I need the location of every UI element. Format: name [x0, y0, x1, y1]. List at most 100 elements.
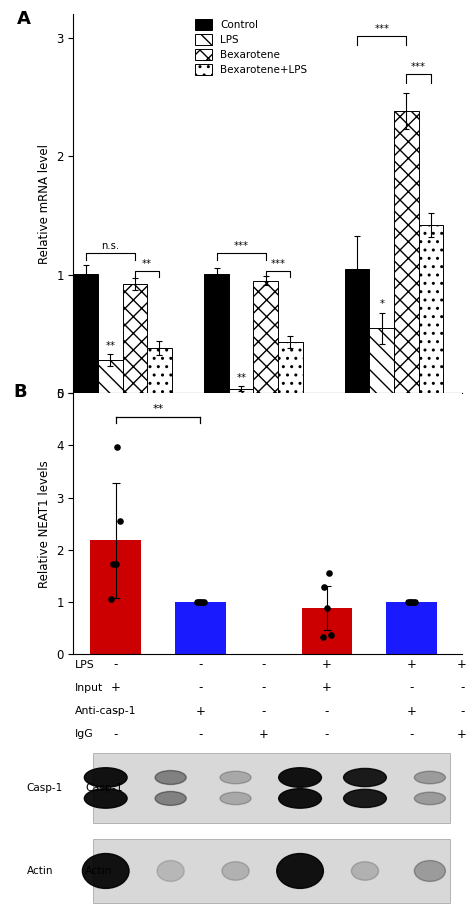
Bar	[93, 753, 450, 822]
Text: -: -	[261, 681, 266, 694]
Text: +: +	[407, 658, 416, 671]
Y-axis label: Relative mRNA level: Relative mRNA level	[38, 144, 51, 264]
Ellipse shape	[414, 792, 446, 805]
Text: -: -	[325, 727, 329, 741]
Text: -: -	[409, 681, 414, 694]
Text: -: -	[114, 704, 118, 717]
Text: -: -	[460, 704, 465, 717]
Text: -: -	[198, 658, 202, 671]
Ellipse shape	[220, 772, 251, 784]
Ellipse shape	[414, 772, 446, 784]
Point	[406, 594, 413, 609]
Point	[193, 594, 201, 609]
Bar	[345, 269, 369, 393]
Ellipse shape	[222, 862, 249, 881]
Point	[116, 514, 124, 529]
Ellipse shape	[344, 769, 386, 786]
Text: Actin: Actin	[27, 866, 54, 876]
Point	[108, 592, 115, 606]
Ellipse shape	[157, 860, 184, 881]
Text: +: +	[111, 681, 121, 694]
Point	[196, 594, 204, 609]
Point	[404, 594, 412, 609]
Bar	[147, 348, 172, 393]
Bar	[204, 273, 229, 393]
Ellipse shape	[220, 792, 251, 805]
Text: A: A	[17, 10, 31, 28]
Text: -: -	[261, 658, 266, 671]
Text: *: *	[379, 299, 384, 309]
Point	[319, 629, 327, 644]
Text: Input: Input	[75, 683, 103, 693]
Ellipse shape	[344, 789, 386, 808]
Ellipse shape	[414, 860, 446, 881]
Y-axis label: Relative NEAT1 levels: Relative NEAT1 levels	[38, 460, 51, 588]
Ellipse shape	[155, 791, 186, 806]
Point	[326, 566, 333, 581]
Text: +: +	[259, 727, 269, 741]
Bar	[123, 284, 147, 393]
Bar	[394, 111, 419, 393]
Text: Anti-casp-1: Anti-casp-1	[75, 706, 137, 716]
Ellipse shape	[351, 862, 379, 881]
Text: Casp-1: Casp-1	[85, 783, 123, 793]
Text: -: -	[409, 727, 414, 741]
Text: +: +	[457, 658, 467, 671]
Bar	[175, 602, 226, 654]
Point	[411, 594, 419, 609]
Point	[114, 439, 121, 454]
Legend: Control, LPS, Bexarotene, Bexarotene+LPS: Control, LPS, Bexarotene, Bexarotene+LPS	[195, 19, 308, 76]
Bar	[73, 273, 98, 393]
Bar	[419, 225, 443, 393]
Point	[198, 594, 206, 609]
Bar	[98, 360, 123, 393]
Point	[410, 594, 417, 609]
Point	[408, 594, 415, 609]
Ellipse shape	[84, 788, 127, 809]
Text: -: -	[198, 727, 202, 741]
Bar	[369, 328, 394, 393]
Text: -: -	[198, 681, 202, 694]
Text: **: **	[152, 404, 164, 414]
Bar	[229, 389, 254, 393]
Ellipse shape	[279, 788, 321, 809]
Text: ***: ***	[271, 258, 285, 269]
Bar	[93, 839, 450, 903]
Point	[328, 628, 335, 642]
Text: ***: ***	[374, 24, 389, 34]
Ellipse shape	[82, 854, 129, 889]
Ellipse shape	[155, 771, 186, 785]
Text: +: +	[195, 704, 205, 717]
Ellipse shape	[279, 768, 321, 787]
Text: ***: ***	[234, 241, 249, 251]
Bar	[386, 602, 437, 654]
Point	[109, 557, 117, 572]
Text: B: B	[13, 383, 27, 401]
Text: +: +	[457, 727, 467, 741]
Text: n.s.: n.s.	[101, 241, 119, 251]
Text: LPS: LPS	[75, 660, 95, 670]
Point	[320, 580, 328, 594]
Point	[323, 601, 331, 616]
Text: -: -	[261, 704, 266, 717]
Ellipse shape	[84, 768, 127, 787]
Text: **: **	[142, 258, 152, 269]
Point	[112, 557, 119, 572]
Text: -: -	[460, 681, 465, 694]
Bar	[278, 342, 302, 393]
Text: +: +	[407, 704, 416, 717]
Point	[200, 594, 208, 609]
Text: +: +	[322, 658, 332, 671]
Text: *: *	[239, 405, 244, 415]
Point	[195, 594, 202, 609]
Text: **: **	[236, 373, 246, 383]
Text: Casp-1: Casp-1	[27, 783, 63, 793]
Text: -: -	[114, 658, 118, 671]
Text: Actin: Actin	[85, 866, 112, 876]
Text: +: +	[322, 681, 332, 694]
Text: ***: ***	[411, 62, 426, 72]
Bar	[301, 608, 352, 654]
Bar	[91, 541, 141, 654]
Text: -: -	[114, 727, 118, 741]
Text: IgG: IgG	[75, 729, 94, 739]
